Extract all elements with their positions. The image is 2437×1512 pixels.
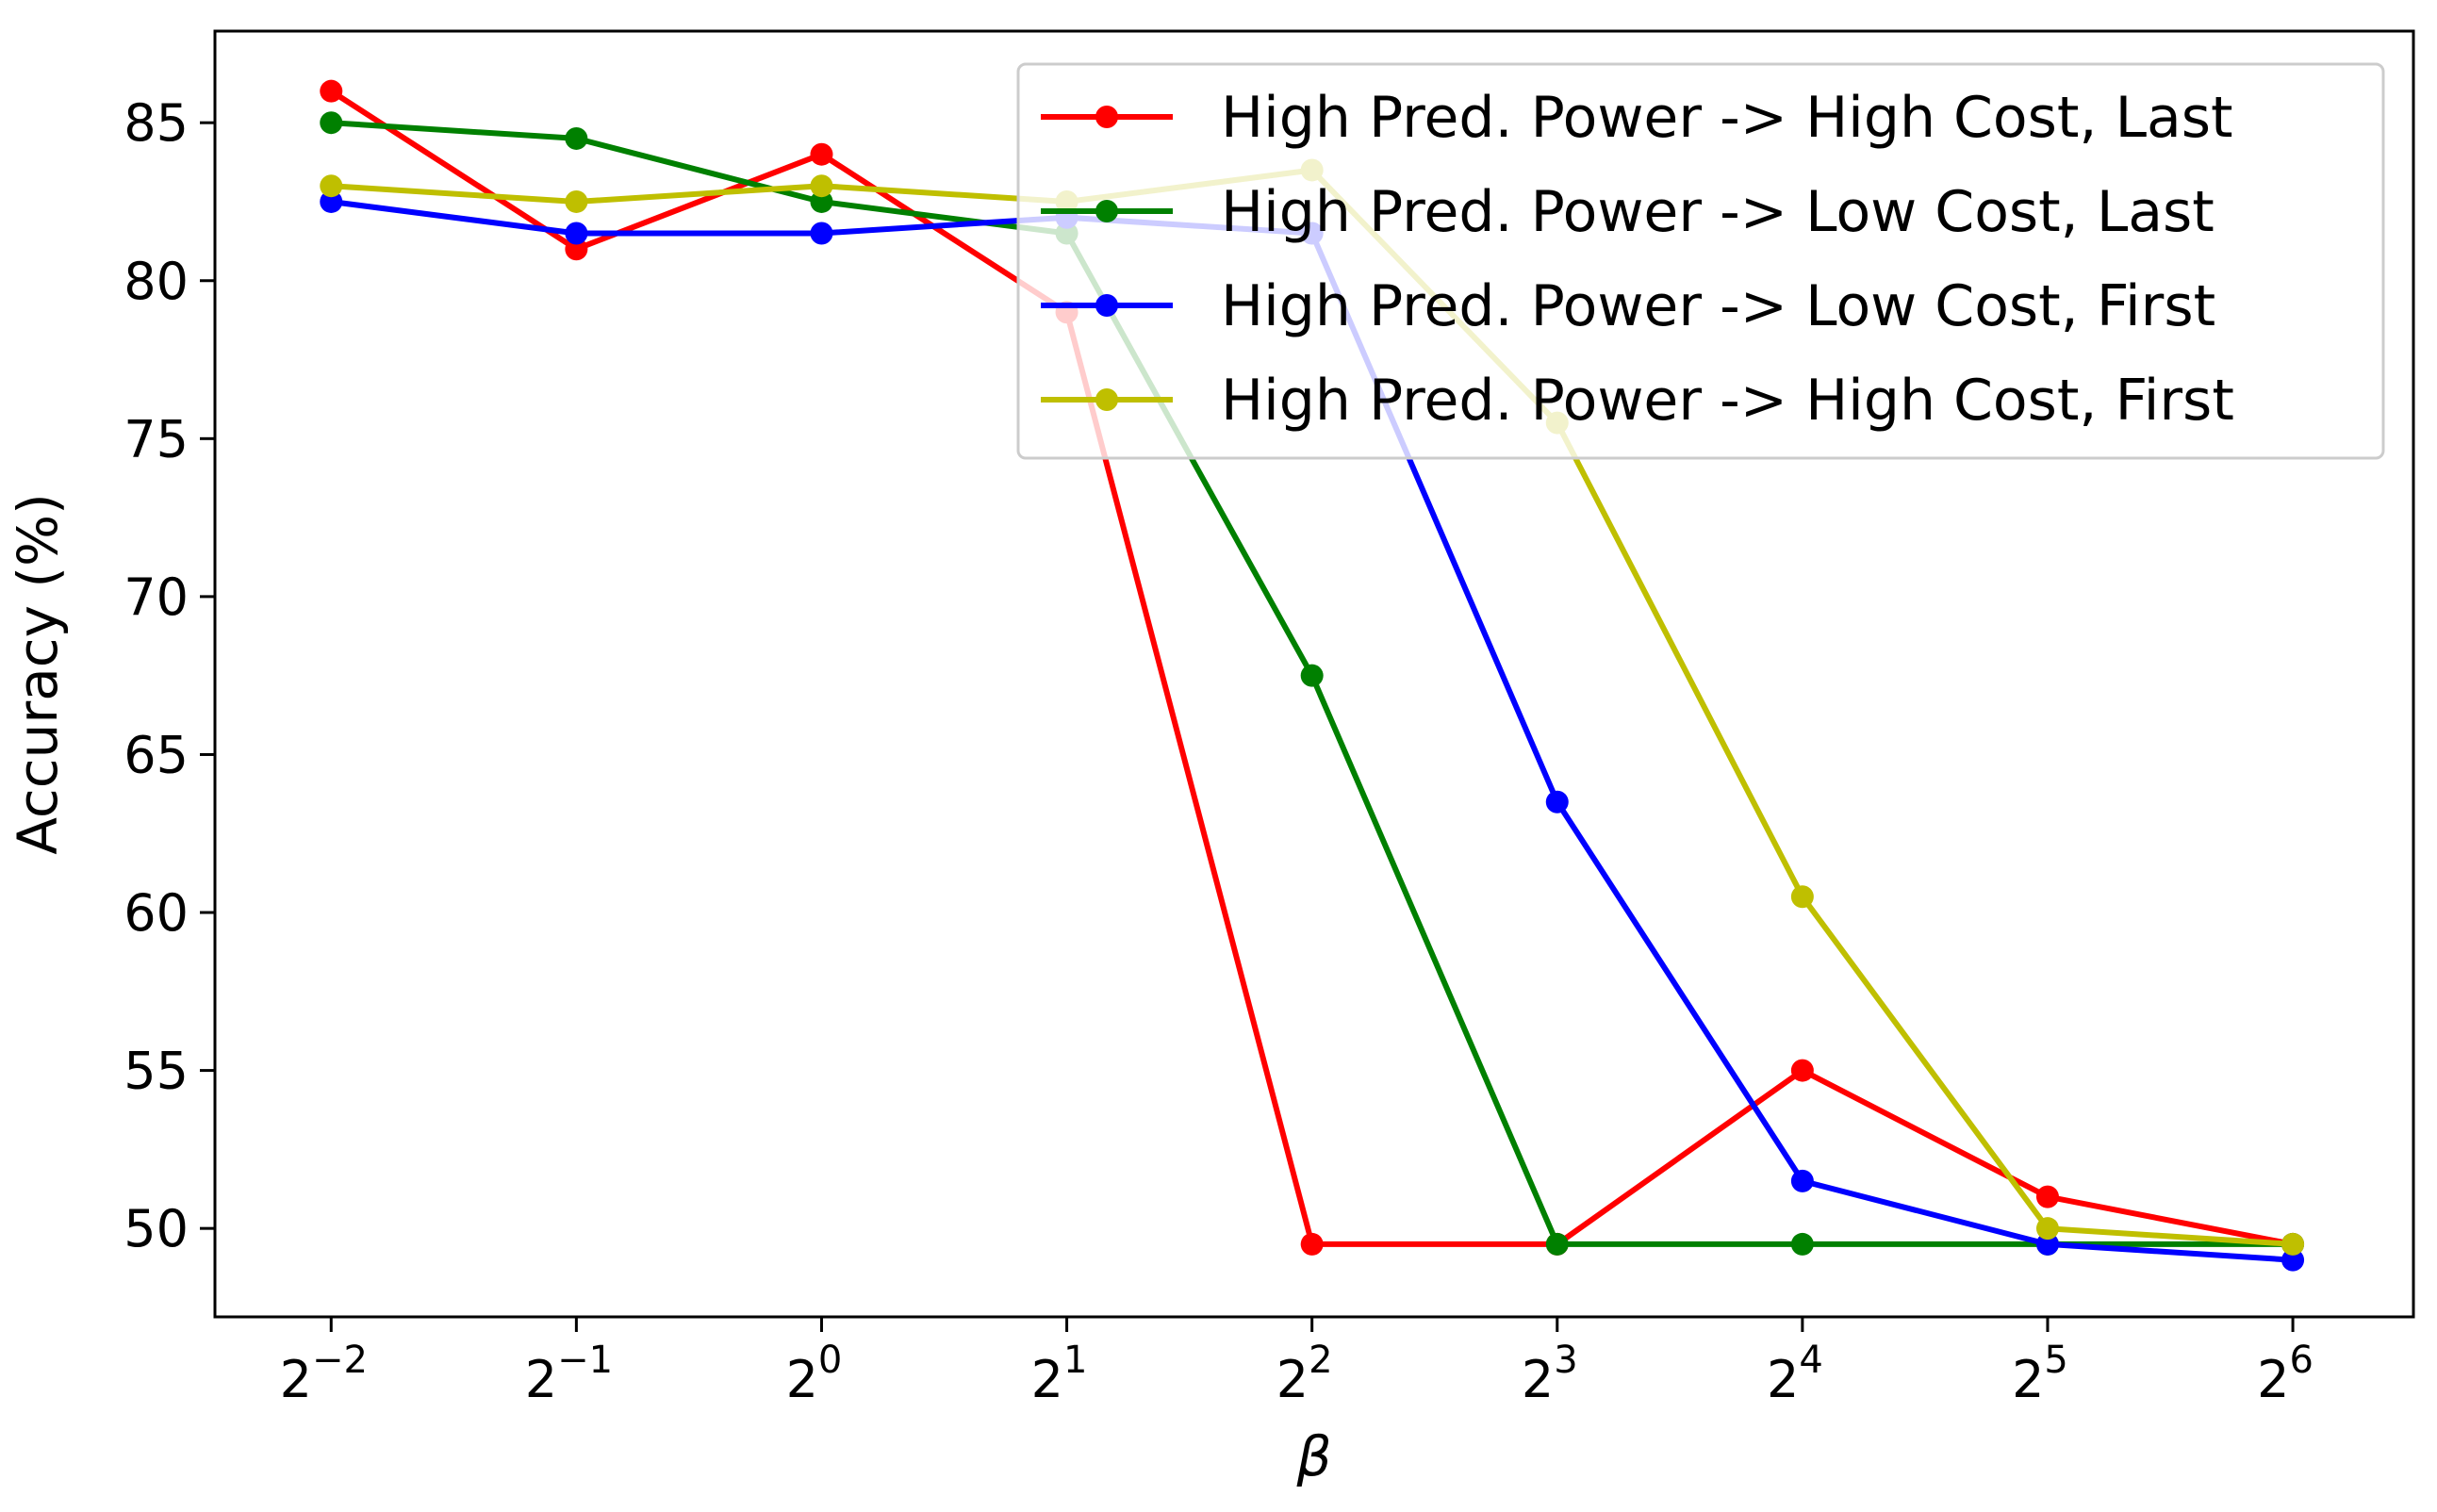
- data-point: [320, 79, 343, 103]
- legend-label: High Pred. Power -> Low Cost, Last: [1221, 179, 2215, 245]
- data-point: [1545, 790, 1569, 814]
- legend-item: High Pred. Power -> High Cost, First: [1041, 368, 2234, 434]
- data-point: [320, 189, 343, 213]
- legend-label: High Pred. Power -> High Cost, First: [1221, 368, 2234, 434]
- legend-box: [1016, 62, 2385, 460]
- data-point: [320, 111, 343, 135]
- legend-label: High Pred. Power -> Low Cost, First: [1221, 273, 2215, 339]
- data-point: [2035, 1185, 2059, 1208]
- y-tick-label: 85: [123, 93, 189, 153]
- y-tick-label: 55: [123, 1042, 189, 1101]
- data-point: [565, 222, 588, 245]
- x-tick-label: 2−2: [280, 1339, 368, 1409]
- legend-item: High Pred. Power -> High Cost, Last: [1041, 85, 2233, 151]
- legend-marker: [1095, 106, 1118, 128]
- x-tick-label: 22: [1276, 1339, 1333, 1409]
- x-axis-label: β: [1295, 1424, 1331, 1488]
- data-point: [810, 222, 833, 245]
- y-tick-label: 60: [123, 883, 189, 943]
- x-axis: 2−2 2−1 20 21 22 23 24 25 26: [280, 1317, 2314, 1409]
- data-point: [810, 174, 833, 198]
- data-point: [2281, 1232, 2305, 1256]
- y-tick-label: 75: [123, 409, 189, 468]
- y-axis-label: Accuracy (%): [6, 493, 70, 855]
- legend-marker: [1095, 294, 1118, 317]
- data-point: [1300, 1232, 1324, 1256]
- data-point: [810, 189, 833, 213]
- data-point: [2281, 1248, 2305, 1272]
- x-tick-label: 26: [2257, 1339, 2314, 1409]
- y-tick-label: 65: [123, 725, 189, 784]
- plot-frame: [213, 29, 2415, 1319]
- y-tick-label: 70: [123, 567, 189, 627]
- y-tick-label: 50: [123, 1199, 189, 1258]
- y-axis: 50 55 60 65 70 75 80 85: [123, 93, 215, 1258]
- data-point: [1790, 1059, 1814, 1082]
- data-point: [1790, 1169, 1814, 1192]
- legend-marker: [1095, 200, 1118, 222]
- data-point: [2035, 1232, 2059, 1256]
- legend-item: High Pred. Power -> Low Cost, First: [1041, 273, 2215, 339]
- legend-item: High Pred. Power -> Low Cost, Last: [1041, 179, 2215, 245]
- data-point: [1300, 664, 1324, 687]
- x-tick-label: 23: [1522, 1339, 1578, 1409]
- x-tick-label: 20: [786, 1339, 843, 1409]
- legend-label: High Pred. Power -> High Cost, Last: [1221, 85, 2233, 151]
- data-point: [810, 142, 833, 166]
- data-point: [1790, 1232, 1814, 1256]
- y-tick-label: 80: [123, 252, 189, 311]
- legend-marker: [1095, 388, 1118, 411]
- x-tick-label: 2−1: [525, 1339, 613, 1409]
- legend: High Pred. Power -> High Cost, Last High …: [1016, 62, 2385, 460]
- data-point: [565, 238, 588, 261]
- data-point: [565, 189, 588, 213]
- x-tick-label: 21: [1031, 1339, 1088, 1409]
- x-tick-label: 24: [1767, 1339, 1823, 1409]
- data-point: [565, 126, 588, 150]
- data-point: [1545, 1232, 1569, 1256]
- data-point: [2035, 1217, 2059, 1241]
- data-point: [320, 174, 343, 198]
- x-tick-label: 25: [2012, 1339, 2068, 1409]
- data-point: [1790, 885, 1814, 909]
